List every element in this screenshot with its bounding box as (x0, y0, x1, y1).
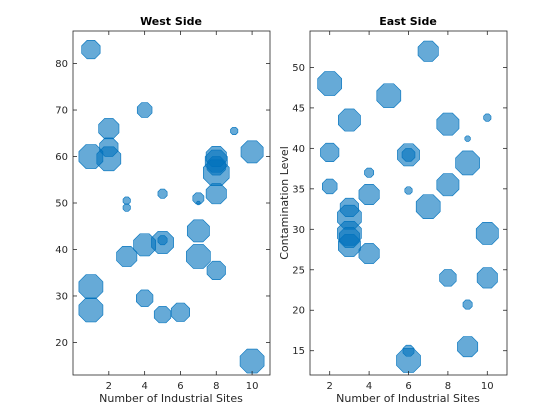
east-side-marker-14 (401, 148, 416, 162)
east-side-axes-box (309, 30, 508, 376)
west-side-axes: West Side 2 4 6 8 10 20 30 40 50 60 70 80 Number of… (55, 15, 271, 405)
east-side-marker-11 (358, 243, 380, 265)
west-side-marker-3 (78, 297, 104, 323)
east-side-y-label: Contamination Level (278, 146, 291, 260)
west-side-marker-0 (81, 40, 101, 60)
west-side-y-tick-label-50: 50 (55, 199, 68, 210)
west-side-marker-15 (151, 231, 174, 254)
east-side-marker-28 (475, 221, 499, 245)
west-side-marker-21 (186, 244, 211, 269)
west-side-marker-10 (136, 102, 153, 118)
west-side-marker-6 (96, 146, 122, 172)
east-side-marker-24 (455, 150, 480, 176)
west-side-x-tick-label-4: 4 (141, 381, 147, 392)
east-side-x-tick-label-8: 8 (445, 381, 451, 392)
west-side-markers (78, 40, 265, 374)
east-side-marker-25 (462, 299, 473, 310)
west-side-y-tick-label-40: 40 (55, 245, 68, 256)
west-side-y-tick-label-80: 80 (55, 59, 68, 70)
west-side-ticks: 2 4 6 8 10 20 30 40 50 60 70 80 (55, 31, 270, 392)
east-side-x-tick-label-10: 10 (481, 381, 494, 392)
west-side-x-tick-label-8: 8 (213, 381, 219, 392)
east-side-markers (317, 40, 499, 373)
east-side-marker-20 (436, 112, 460, 136)
east-side-marker-27 (483, 113, 492, 122)
west-side-marker-29 (240, 140, 264, 164)
east-side-marker-12 (376, 83, 402, 109)
east-side-title: East Side (379, 15, 437, 28)
west-side-marker-25 (203, 159, 230, 187)
east-side-marker-15 (404, 186, 413, 195)
west-side-marker-30 (239, 348, 265, 374)
west-side-title: West Side (140, 15, 202, 28)
east-side-y-tick-label-35: 35 (292, 184, 305, 195)
east-side-y-tick-label-30: 30 (292, 225, 305, 236)
west-side-x-tick-label-2: 2 (106, 381, 112, 392)
west-side-marker-13 (157, 188, 168, 199)
east-side-marker-0 (317, 71, 343, 96)
east-side-marker-18 (417, 40, 439, 62)
east-side-axes: East Side 2 4 6 8 10 15 20 25 30 35 40 45 50 Number … (278, 15, 508, 405)
east-side-y-tick-label-50: 50 (292, 63, 305, 74)
east-side-y-tick-label-20: 20 (292, 306, 305, 317)
west-side-marker-17 (170, 302, 190, 322)
west-side-marker-20 (186, 219, 210, 243)
east-side-marker-26 (457, 336, 479, 358)
west-side-x-tick-label-10: 10 (246, 381, 259, 392)
west-side-axes-box (72, 30, 271, 376)
west-side-marker-2 (78, 274, 104, 299)
east-side-y-tick-label-25: 25 (292, 265, 305, 276)
east-side-marker-9 (364, 167, 375, 178)
east-side-ticks: 2 4 6 8 10 15 20 25 30 35 40 45 50 (292, 31, 507, 392)
east-side-y-tick-label-45: 45 (292, 103, 305, 114)
east-side-marker-8 (338, 234, 361, 257)
west-side-y-tick-label-70: 70 (55, 106, 68, 117)
east-side-marker-23 (464, 135, 471, 142)
east-side-x-tick-label-6: 6 (405, 381, 411, 392)
east-side-marker-21 (436, 173, 460, 197)
west-side-marker-28 (230, 126, 239, 135)
east-side-marker-29 (476, 267, 498, 289)
west-side-y-tick-label-30: 30 (55, 291, 68, 302)
east-side-marker-19 (415, 194, 441, 219)
west-side-y-tick-label-20: 20 (55, 338, 68, 349)
east-side-y-tick-label-15: 15 (292, 346, 305, 357)
east-side-marker-22 (439, 269, 457, 287)
west-side-marker-8 (122, 203, 131, 212)
west-side-x-tick-label-6: 6 (177, 381, 183, 392)
west-side-marker-19 (196, 200, 201, 206)
east-side-x-label: Number of Industrial Sites (336, 392, 480, 405)
west-side-marker-4 (98, 118, 120, 140)
east-side-marker-2 (322, 178, 338, 195)
west-side-marker-26 (205, 183, 227, 205)
east-side-y-tick-label-40: 40 (292, 144, 305, 155)
west-side-marker-7 (122, 196, 131, 205)
west-side-marker-27 (206, 260, 226, 280)
west-side-marker-12 (136, 289, 154, 307)
east-side-marker-1 (320, 142, 340, 162)
east-side-x-tick-label-4: 4 (366, 381, 372, 392)
east-side-x-tick-label-2: 2 (327, 381, 333, 392)
west-side-marker-16 (153, 305, 172, 324)
east-side-marker-3 (338, 108, 361, 132)
east-side-marker-17 (396, 348, 421, 373)
east-side-marker-10 (358, 184, 380, 205)
west-side-y-tick-label-60: 60 (55, 152, 68, 163)
west-side-x-label: Number of Industrial Sites (99, 392, 243, 405)
